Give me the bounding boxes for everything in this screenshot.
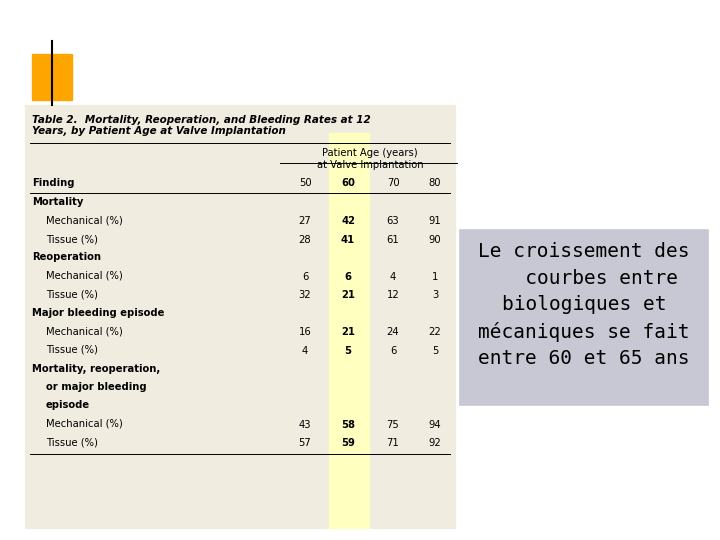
Text: 50: 50 <box>299 178 311 188</box>
Text: Table 2.  Mortality, Reoperation, and Bleeding Rates at 12: Table 2. Mortality, Reoperation, and Ble… <box>32 115 371 125</box>
Text: 27: 27 <box>299 216 311 226</box>
Bar <box>460 230 708 405</box>
Text: Mechanical (%): Mechanical (%) <box>46 419 122 429</box>
Bar <box>32 54 72 100</box>
Text: Years, by Patient Age at Valve Implantation: Years, by Patient Age at Valve Implantat… <box>32 126 286 136</box>
Text: 5: 5 <box>344 346 351 355</box>
Text: 21: 21 <box>341 290 355 300</box>
Text: 58: 58 <box>341 420 355 429</box>
Text: 91: 91 <box>428 216 441 226</box>
Text: 94: 94 <box>428 420 441 429</box>
Text: Finding: Finding <box>32 178 74 188</box>
Text: 90: 90 <box>428 234 441 245</box>
Text: 24: 24 <box>387 327 400 337</box>
Text: Major bleeding episode: Major bleeding episode <box>32 308 164 318</box>
Bar <box>25 105 455 528</box>
Text: Mechanical (%): Mechanical (%) <box>46 327 122 336</box>
Text: 4: 4 <box>302 346 308 355</box>
Text: 63: 63 <box>387 216 400 226</box>
Text: Tissue (%): Tissue (%) <box>46 234 98 244</box>
Text: Tissue (%): Tissue (%) <box>46 345 98 355</box>
Text: 71: 71 <box>387 438 400 448</box>
Text: Mechanical (%): Mechanical (%) <box>46 215 122 226</box>
Text: 41: 41 <box>341 234 355 245</box>
Text: 57: 57 <box>299 438 311 448</box>
Text: 59: 59 <box>341 438 355 448</box>
Text: Le croissement des
   courbes entre
biologiques et
mécaniques se fait
entre 60 e: Le croissement des courbes entre biologi… <box>478 242 690 368</box>
Text: 3: 3 <box>432 290 438 300</box>
Text: 70: 70 <box>387 178 400 188</box>
Text: 12: 12 <box>387 290 400 300</box>
Text: 61: 61 <box>387 234 400 245</box>
Text: Reoperation: Reoperation <box>32 253 101 262</box>
Text: 1: 1 <box>432 272 438 281</box>
Text: 5: 5 <box>432 346 438 355</box>
Text: 92: 92 <box>428 438 441 448</box>
Text: Patient Age (years)
at Valve Implantation: Patient Age (years) at Valve Implantatio… <box>317 148 423 171</box>
Text: 22: 22 <box>428 327 441 337</box>
Text: Mortality: Mortality <box>32 197 84 207</box>
Text: 28: 28 <box>299 234 311 245</box>
Text: Mortality, reoperation,: Mortality, reoperation, <box>32 363 161 374</box>
Text: 6: 6 <box>390 346 396 355</box>
Text: Tissue (%): Tissue (%) <box>46 289 98 300</box>
Text: 80: 80 <box>428 178 441 188</box>
Text: 4: 4 <box>390 272 396 281</box>
Text: 6: 6 <box>344 272 351 281</box>
Text: 6: 6 <box>302 272 308 281</box>
Bar <box>329 133 369 528</box>
Text: 16: 16 <box>299 327 311 337</box>
Text: 43: 43 <box>299 420 311 429</box>
Text: 75: 75 <box>387 420 400 429</box>
Text: 32: 32 <box>299 290 311 300</box>
Text: Tissue (%): Tissue (%) <box>46 437 98 448</box>
Text: 42: 42 <box>341 216 355 226</box>
Text: episode: episode <box>46 401 90 410</box>
Text: Mechanical (%): Mechanical (%) <box>46 271 122 281</box>
Text: 60: 60 <box>341 178 355 188</box>
Text: or major bleeding: or major bleeding <box>46 382 147 392</box>
Text: 21: 21 <box>341 327 355 337</box>
